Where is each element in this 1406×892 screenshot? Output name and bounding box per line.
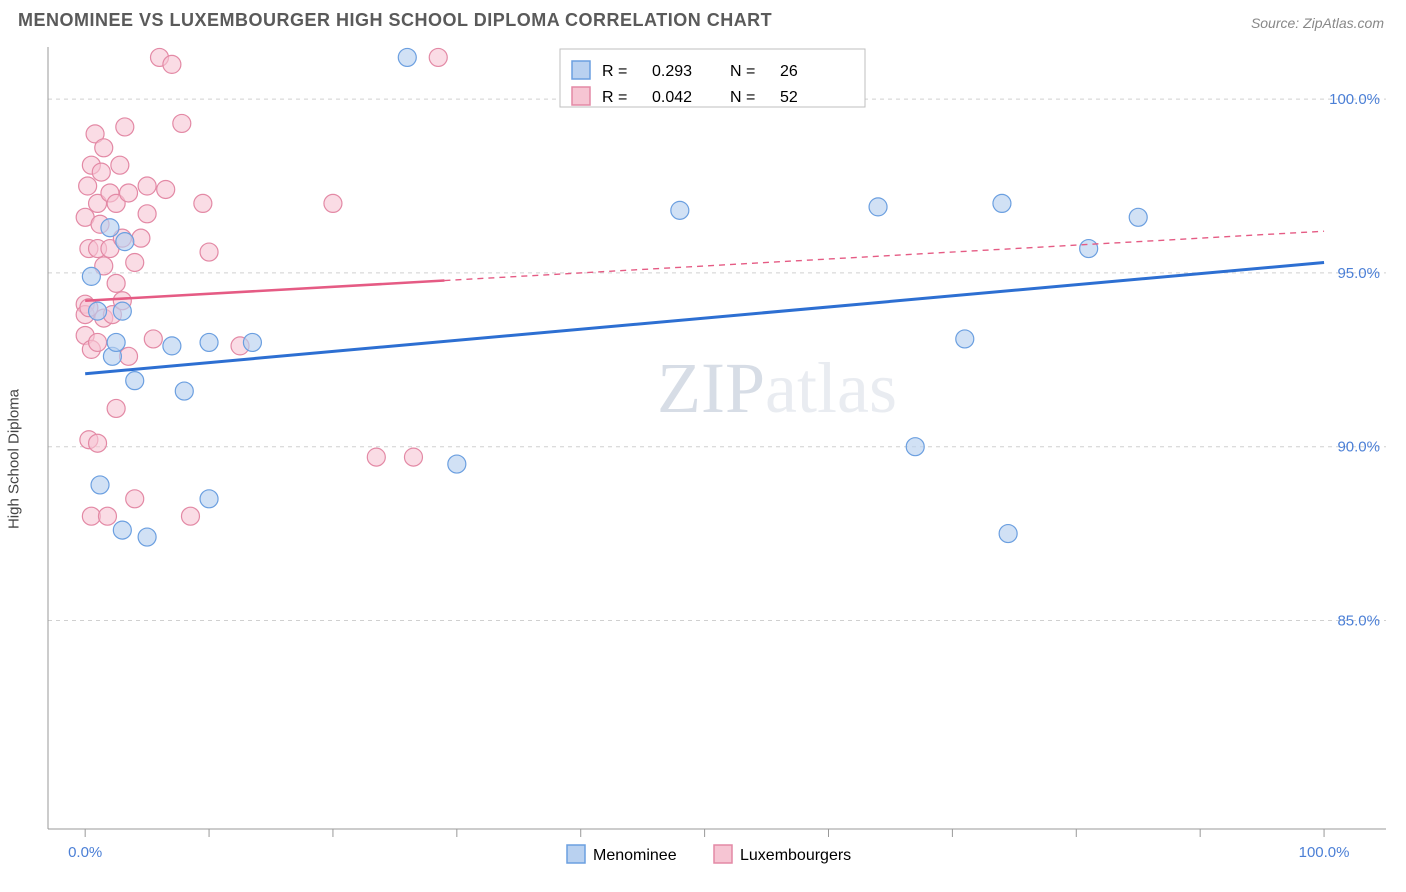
data-point [126,490,144,508]
data-point [1080,240,1098,258]
data-point [95,139,113,157]
chart-title: MENOMINEE VS LUXEMBOURGER HIGH SCHOOL DI… [18,10,772,31]
data-point [173,114,191,132]
data-point [138,205,156,223]
data-point [324,194,342,212]
data-point [175,382,193,400]
data-point [107,274,125,292]
data-point [91,476,109,494]
data-point [243,333,261,351]
legend-swatch [567,845,585,863]
chart-source: Source: ZipAtlas.com [1251,15,1384,31]
data-point [367,448,385,466]
legend-n-value: 52 [780,89,798,106]
data-point [448,455,466,473]
legend-series-label: Luxembourgers [740,847,851,864]
data-point [79,177,97,195]
data-point [194,194,212,212]
data-point [671,201,689,219]
data-point [200,490,218,508]
data-point [163,337,181,355]
data-point [144,330,162,348]
legend-swatch [572,61,590,79]
data-point [999,525,1017,543]
data-point [82,507,100,525]
watermark: ZIPatlas [657,348,897,428]
data-point [404,448,422,466]
data-point [92,163,110,181]
y-tick-label: 85.0% [1337,612,1380,629]
data-point [138,528,156,546]
data-point [89,333,107,351]
data-point [126,253,144,271]
data-point [163,55,181,73]
data-point [116,118,134,136]
data-point [1129,208,1147,226]
data-point [82,267,100,285]
data-point [113,521,131,539]
data-point [200,333,218,351]
legend-swatch [572,87,590,105]
y-tick-label: 100.0% [1329,91,1380,108]
legend-r-value: 0.293 [652,63,692,80]
data-point [101,219,119,237]
data-point [956,330,974,348]
legend-series-label: Menominee [593,847,677,864]
data-point [869,198,887,216]
x-tick-label: 100.0% [1299,844,1350,861]
data-point [200,243,218,261]
trend-line [85,281,444,301]
legend-r-label: R = [602,63,627,80]
data-point [107,333,125,351]
data-point [116,233,134,251]
data-point [89,302,107,320]
data-point [89,434,107,452]
data-point [906,438,924,456]
y-tick-label: 90.0% [1337,439,1380,456]
data-point [98,507,116,525]
chart-header: MENOMINEE VS LUXEMBOURGER HIGH SCHOOL DI… [0,0,1406,39]
scatter-chart: 85.0% 90.0% 95.0% 100.0% ZIPatlas 0.0% 100.0% R… [0,39,1406,879]
data-point [120,184,138,202]
legend-r-label: R = [602,89,627,106]
data-point [993,194,1011,212]
chart-container: High School Diploma 85.0% 90.0% 95.0% 100.0… [0,39,1406,879]
data-point [113,302,131,320]
data-point [126,372,144,390]
data-point [398,48,416,66]
data-point [111,156,129,174]
data-point [132,229,150,247]
y-axis-label: High School Diploma [6,389,23,529]
data-point [138,177,156,195]
legend-n-label: N = [730,63,755,80]
data-point [107,399,125,417]
data-point [429,48,447,66]
data-point [120,347,138,365]
legend-swatch [714,845,732,863]
legend-n-value: 26 [780,63,798,80]
y-tick-label: 95.0% [1337,265,1380,282]
data-point [181,507,199,525]
legend-n-label: N = [730,89,755,106]
x-tick-label: 0.0% [68,844,102,861]
data-point [157,180,175,198]
legend-r-value: 0.042 [652,89,692,106]
